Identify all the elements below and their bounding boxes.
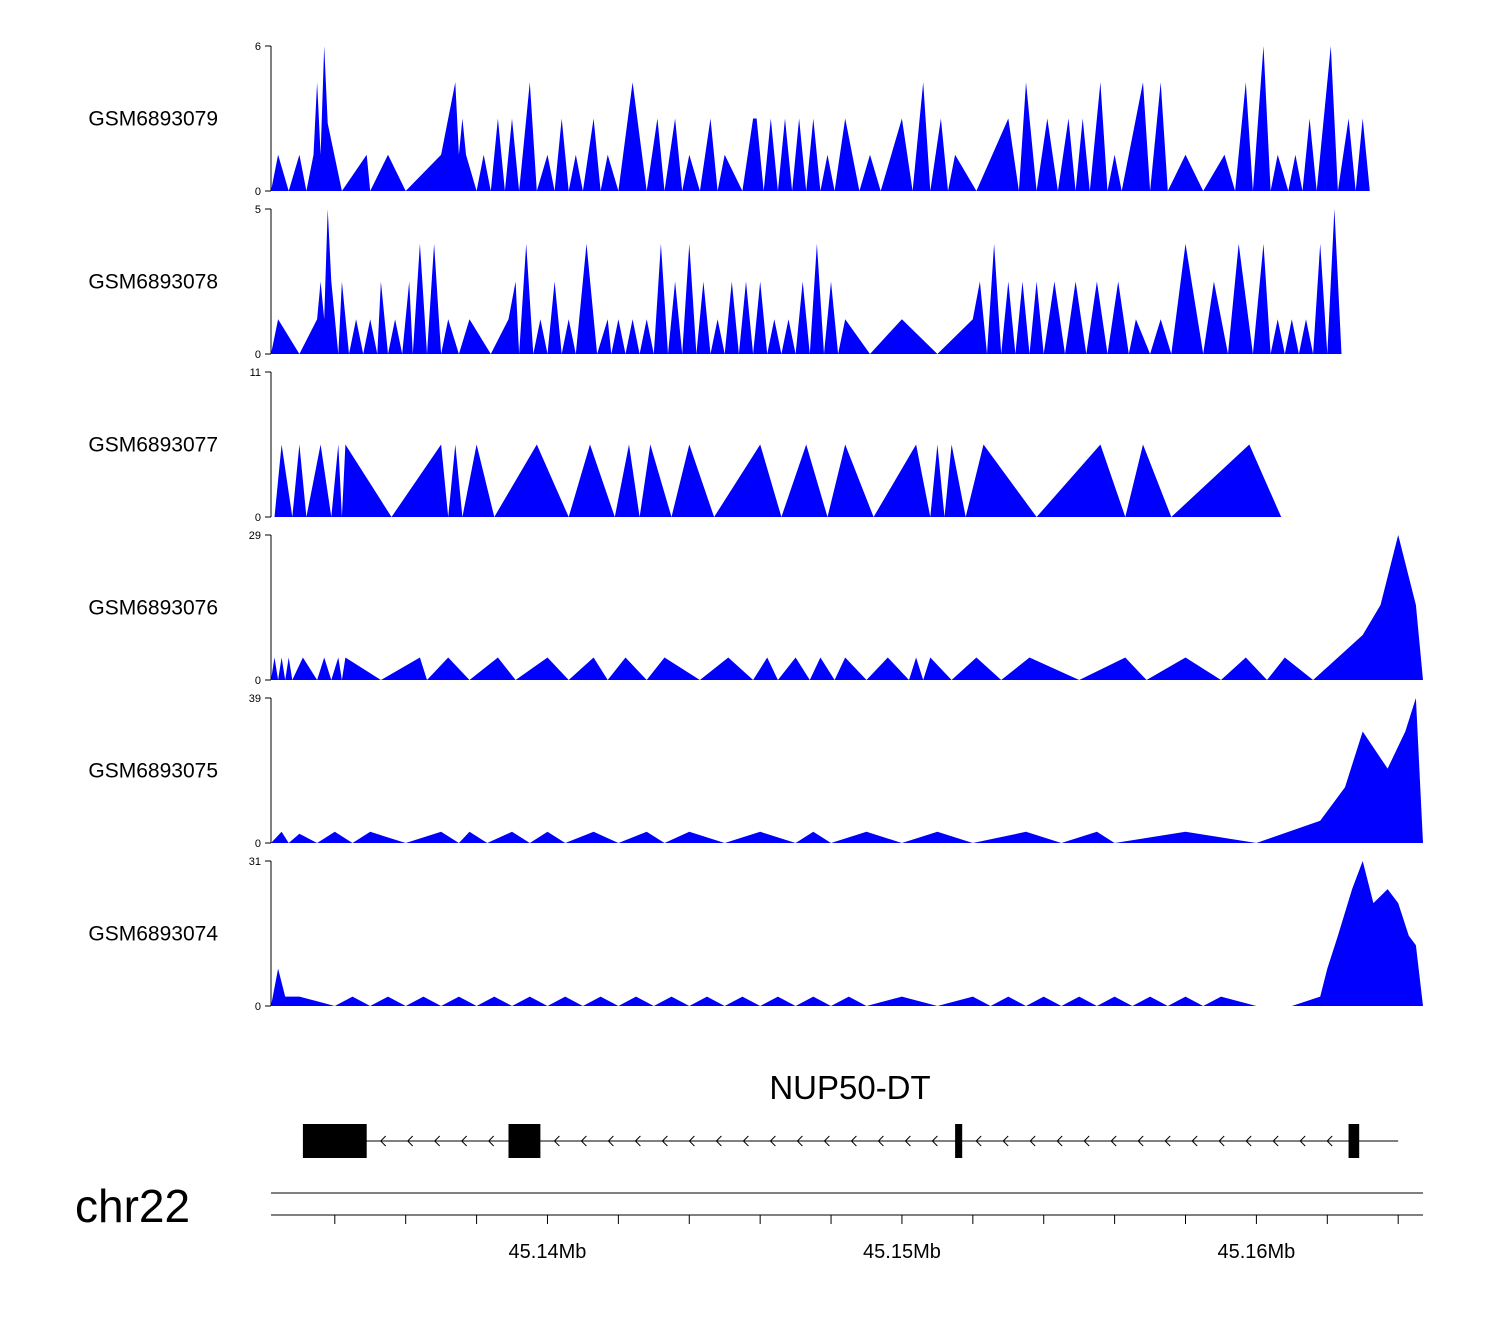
coverage-area (271, 209, 1342, 354)
strand-arrow (1002, 1135, 1009, 1147)
x-axis: 45.14Mb 45.15Mb 45.16Mb (271, 1192, 1423, 1263)
strand-arrow (931, 1135, 938, 1147)
exon (1348, 1124, 1360, 1158)
strand-arrow (796, 1135, 803, 1147)
track-label: GSM6893074 (88, 923, 218, 946)
coverage-area (271, 535, 1423, 680)
y-axis-min-label: 0 (255, 186, 261, 198)
strand-arrow (1164, 1135, 1171, 1147)
y-axis-min-label: 0 (255, 349, 261, 361)
strand-arrow (1191, 1135, 1198, 1147)
strand-arrow (487, 1135, 495, 1147)
strand-arrow (406, 1135, 414, 1147)
track-GSM6893077: GSM6893077 11 0 (88, 367, 1282, 524)
strand-arrow (823, 1135, 830, 1147)
strand-arrow (1299, 1135, 1306, 1147)
strand-arrow (634, 1135, 641, 1147)
strand-arrow (607, 1135, 614, 1147)
track-GSM6893075: GSM6893075 39 0 (88, 693, 1423, 850)
strand-arrow (460, 1135, 468, 1147)
exon (508, 1124, 541, 1158)
track-GSM6893076: GSM6893076 29 0 (88, 530, 1423, 687)
track-GSM6893078: GSM6893078 5 0 (88, 204, 1342, 361)
y-axis-max-label: 5 (255, 204, 261, 216)
track-GSM6893074: GSM6893074 31 0 (88, 856, 1423, 1013)
strand-arrow (1083, 1135, 1090, 1147)
strand-arrow (1110, 1135, 1117, 1147)
track-label: GSM6893076 (88, 597, 218, 620)
strand-arrow (433, 1135, 441, 1147)
strand-arrow (1029, 1135, 1036, 1147)
strand-arrow (1245, 1135, 1252, 1147)
strand-arrow (742, 1135, 749, 1147)
strand-arrow (1272, 1135, 1279, 1147)
strand-arrow (850, 1135, 857, 1147)
y-axis-min-label: 0 (255, 1001, 261, 1013)
coverage-area (274, 444, 1282, 517)
track-label: GSM6893079 (88, 108, 218, 131)
strand-arrow (580, 1135, 587, 1147)
coverage-area (271, 861, 1423, 1006)
strand-arrow (688, 1135, 695, 1147)
strand-arrow (1218, 1135, 1225, 1147)
strand-arrow (379, 1135, 387, 1147)
strand-arrow (1137, 1135, 1144, 1147)
exon (955, 1124, 963, 1158)
axis-tick-label: 45.15Mb (863, 1241, 941, 1263)
y-axis-max-label: 29 (249, 530, 261, 542)
coverage-tracks: GSM689307960GSM689307850GSM6893077110GSM… (88, 41, 1423, 1013)
gene-name: NUP50-DT (769, 1069, 930, 1106)
y-axis-min-label: 0 (255, 512, 261, 524)
track-label: GSM6893075 (88, 760, 218, 783)
coverage-area (271, 698, 1423, 843)
y-axis-min-label: 0 (255, 838, 261, 850)
y-axis-max-label: 11 (250, 367, 261, 379)
strand-arrow (553, 1135, 560, 1147)
strand-arrow (661, 1135, 668, 1147)
strand-arrow (1056, 1135, 1063, 1147)
y-axis-max-label: 39 (249, 693, 261, 705)
gene-model (302, 1124, 1399, 1158)
genome-axis: chr22 45.14Mb 45.15Mb 45.16Mb (75, 1180, 1423, 1263)
strand-arrow (904, 1135, 911, 1147)
y-axis-min-label: 0 (255, 675, 261, 687)
strand-arrow (769, 1135, 776, 1147)
axis-tick-label: 45.14Mb (509, 1241, 587, 1263)
strand-arrow (1326, 1135, 1333, 1147)
track-label: GSM6893077 (88, 434, 218, 457)
strand-arrow (877, 1135, 884, 1147)
exon (302, 1124, 367, 1158)
coverage-area (271, 46, 1370, 191)
chromosome-name: chr22 (75, 1180, 190, 1232)
strand-arrow (975, 1135, 982, 1147)
y-axis-max-label: 31 (249, 856, 261, 868)
track-GSM6893079: GSM6893079 6 0 (88, 41, 1370, 198)
axis-tick-label: 45.16Mb (1217, 1241, 1295, 1263)
track-label: GSM6893078 (88, 271, 218, 294)
strand-arrow (715, 1135, 722, 1147)
gene-track: NUP50-DT (302, 1069, 1399, 1158)
y-axis-max-label: 6 (255, 41, 261, 53)
